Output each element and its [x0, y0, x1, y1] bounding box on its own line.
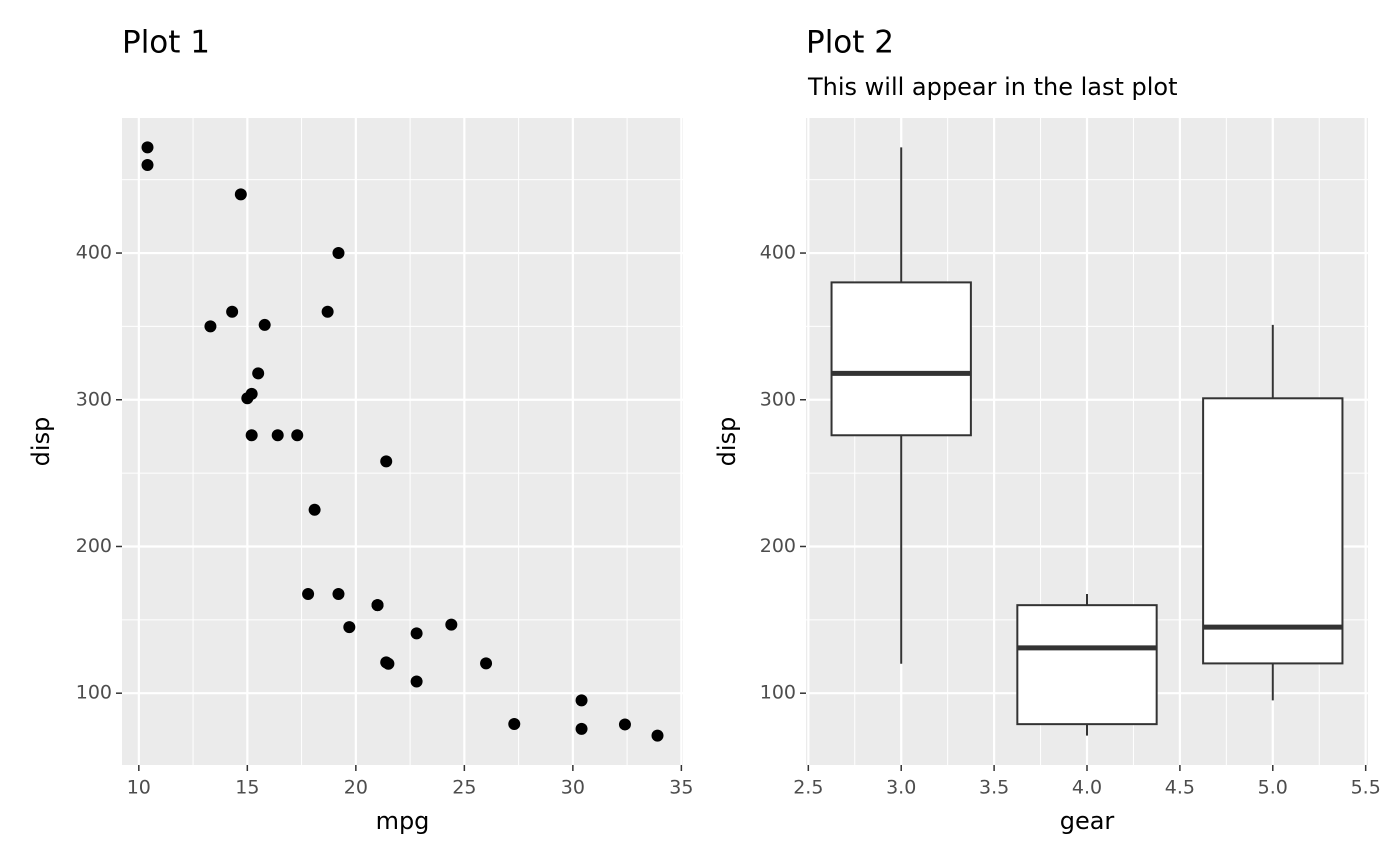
plot-title: Plot 2	[806, 25, 894, 61]
point	[141, 141, 154, 154]
x-tick-label: 35	[669, 777, 693, 799]
y-tick-label: 300	[76, 388, 112, 410]
panel	[122, 118, 683, 765]
x-tick-label: 4.5	[1165, 777, 1195, 799]
point	[271, 429, 284, 442]
point	[651, 729, 664, 742]
point	[575, 722, 588, 735]
x-tick-label: 30	[561, 777, 585, 799]
point	[410, 627, 423, 640]
point	[445, 618, 458, 631]
y-tick-label: 200	[760, 535, 796, 557]
point	[204, 320, 217, 333]
point	[332, 588, 345, 601]
point	[380, 455, 393, 468]
x-tick-label: 25	[452, 777, 476, 799]
point	[234, 188, 247, 201]
box	[830, 281, 972, 437]
box	[1016, 604, 1158, 726]
point	[480, 657, 493, 670]
point	[141, 159, 154, 172]
point	[332, 247, 345, 260]
x-tick-label: 5.5	[1351, 777, 1381, 799]
point	[321, 305, 334, 318]
x-axis-title: gear	[1060, 807, 1115, 835]
x-tick-label: 10	[127, 777, 151, 799]
point	[308, 503, 321, 516]
y-tick-label: 200	[76, 535, 112, 557]
y-tick-label: 100	[76, 682, 112, 704]
point	[226, 305, 239, 318]
y-tick-label: 400	[760, 242, 796, 264]
point	[302, 588, 315, 601]
x-tick-label: 15	[235, 777, 259, 799]
x-axis-title: mpg	[376, 807, 430, 835]
point	[508, 718, 521, 731]
point	[575, 694, 588, 707]
point	[291, 429, 304, 442]
y-axis-title: disp	[713, 417, 741, 467]
point	[252, 367, 265, 380]
x-tick-label: 3.0	[886, 777, 916, 799]
x-tick-label: 2.5	[793, 777, 823, 799]
point	[245, 429, 258, 442]
x-tick-label: 3.5	[979, 777, 1009, 799]
point	[380, 656, 393, 669]
point	[410, 675, 423, 688]
y-tick-label: 100	[760, 682, 796, 704]
point	[371, 599, 384, 612]
point	[258, 318, 271, 331]
y-tick-label: 400	[76, 242, 112, 264]
plot-title: Plot 1	[122, 25, 210, 61]
y-axis-title: disp	[27, 417, 55, 467]
point	[241, 392, 254, 405]
plot-subtitle: This will appear in the last plot	[807, 73, 1178, 101]
box	[1202, 397, 1344, 665]
point	[618, 718, 631, 731]
point	[343, 621, 356, 634]
x-tick-label: 4.0	[1072, 777, 1102, 799]
x-tick-label: 20	[344, 777, 368, 799]
x-tick-label: 5.0	[1258, 777, 1288, 799]
y-tick-label: 300	[760, 388, 796, 410]
